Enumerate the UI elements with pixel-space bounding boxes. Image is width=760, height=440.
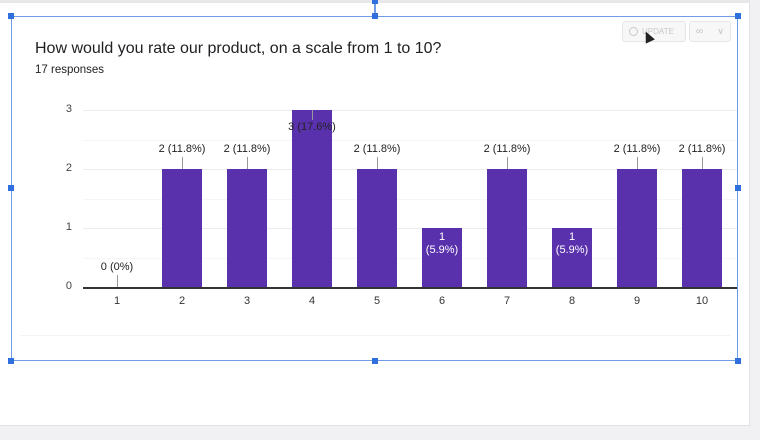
- update-button[interactable]: UPDATE: [622, 21, 686, 42]
- resize-handle-top-right[interactable]: [735, 13, 741, 19]
- bar-4[interactable]: [292, 110, 332, 287]
- bar-5[interactable]: [357, 169, 397, 287]
- x-tick-label: 3: [243, 295, 251, 307]
- minor-gridline: [83, 257, 738, 259]
- data-label: 2 (11.8%): [353, 143, 401, 155]
- bar-9[interactable]: [617, 169, 657, 287]
- y-tick-label: 1: [65, 221, 72, 233]
- data-label: 1 (5.9%): [425, 231, 459, 256]
- data-label: 2 (11.8%): [483, 143, 531, 155]
- bar-7[interactable]: [487, 169, 527, 287]
- resize-handle-left[interactable]: [8, 185, 14, 191]
- resize-handle-right[interactable]: [735, 185, 741, 191]
- bar-2[interactable]: [162, 169, 202, 287]
- x-tick-label: 2: [178, 295, 186, 307]
- resize-handle-bottom-right[interactable]: [735, 358, 741, 364]
- gridline: [83, 228, 738, 229]
- data-label: 2 (11.8%): [613, 143, 661, 155]
- rotate-handle-stem: [374, 0, 376, 16]
- x-axis-line: [83, 287, 738, 289]
- link-icon: ∞: [696, 26, 704, 37]
- chevron-down-icon: ∨: [717, 26, 724, 36]
- gridline: [83, 110, 738, 111]
- x-tick-label: 7: [503, 295, 511, 307]
- x-tick-label: 4: [308, 295, 316, 307]
- rotate-handle[interactable]: [372, 0, 378, 4]
- update-button-label: UPDATE: [642, 27, 674, 36]
- data-label-leader: [507, 157, 508, 169]
- x-tick-label: 8: [568, 295, 576, 307]
- refresh-icon: [629, 27, 638, 36]
- y-tick-label: 2: [65, 162, 72, 174]
- resize-handle-bottom[interactable]: [372, 358, 378, 364]
- selection-frame[interactable]: [11, 16, 738, 361]
- x-tick-label: 5: [373, 295, 381, 307]
- data-label-leader: [312, 110, 313, 120]
- chart-title: How would you rate our product, on a sca…: [35, 40, 442, 57]
- x-tick-label: 10: [695, 295, 709, 307]
- data-label: 2 (11.8%): [223, 143, 271, 155]
- gridline: [83, 169, 738, 170]
- x-tick-label: 1: [113, 295, 121, 307]
- resize-handle-top[interactable]: [372, 13, 378, 19]
- x-tick-label: 9: [633, 295, 641, 307]
- y-tick-label: 3: [65, 103, 72, 115]
- bar-3[interactable]: [227, 169, 267, 287]
- data-label: 2 (11.8%): [678, 143, 726, 155]
- y-tick-label: 0: [65, 280, 72, 292]
- data-label-leader: [247, 157, 248, 169]
- data-label: 2 (11.8%): [158, 143, 206, 155]
- data-label: 3 (17.6%): [288, 121, 336, 133]
- response-count: 17 responses: [35, 64, 105, 76]
- link-options-button[interactable]: ∞ ∨: [689, 21, 731, 42]
- data-label-leader: [117, 275, 118, 287]
- bar-10[interactable]: [682, 169, 722, 287]
- resize-handle-bottom-left[interactable]: [8, 358, 14, 364]
- bar-8[interactable]: [552, 228, 592, 287]
- faint-divider: [20, 335, 730, 336]
- x-tick-label: 6: [438, 295, 446, 307]
- minor-gridline: [83, 198, 738, 200]
- data-label: 0 (0%): [100, 261, 134, 273]
- data-label: 1 (5.9%): [555, 231, 589, 256]
- data-label-leader: [377, 157, 378, 169]
- data-label-leader: [702, 157, 703, 169]
- minor-gridline: [83, 139, 738, 141]
- resize-handle-top-left[interactable]: [8, 13, 14, 19]
- data-label-leader: [182, 157, 183, 169]
- data-label-leader: [637, 157, 638, 169]
- bar-6[interactable]: [422, 228, 462, 287]
